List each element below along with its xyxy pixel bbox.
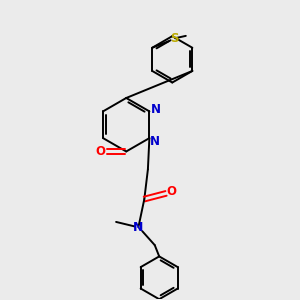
Text: N: N bbox=[150, 135, 160, 148]
Text: S: S bbox=[170, 32, 179, 45]
Text: O: O bbox=[166, 185, 176, 198]
Text: O: O bbox=[95, 145, 105, 158]
Text: N: N bbox=[133, 221, 143, 234]
Text: N: N bbox=[151, 103, 161, 116]
